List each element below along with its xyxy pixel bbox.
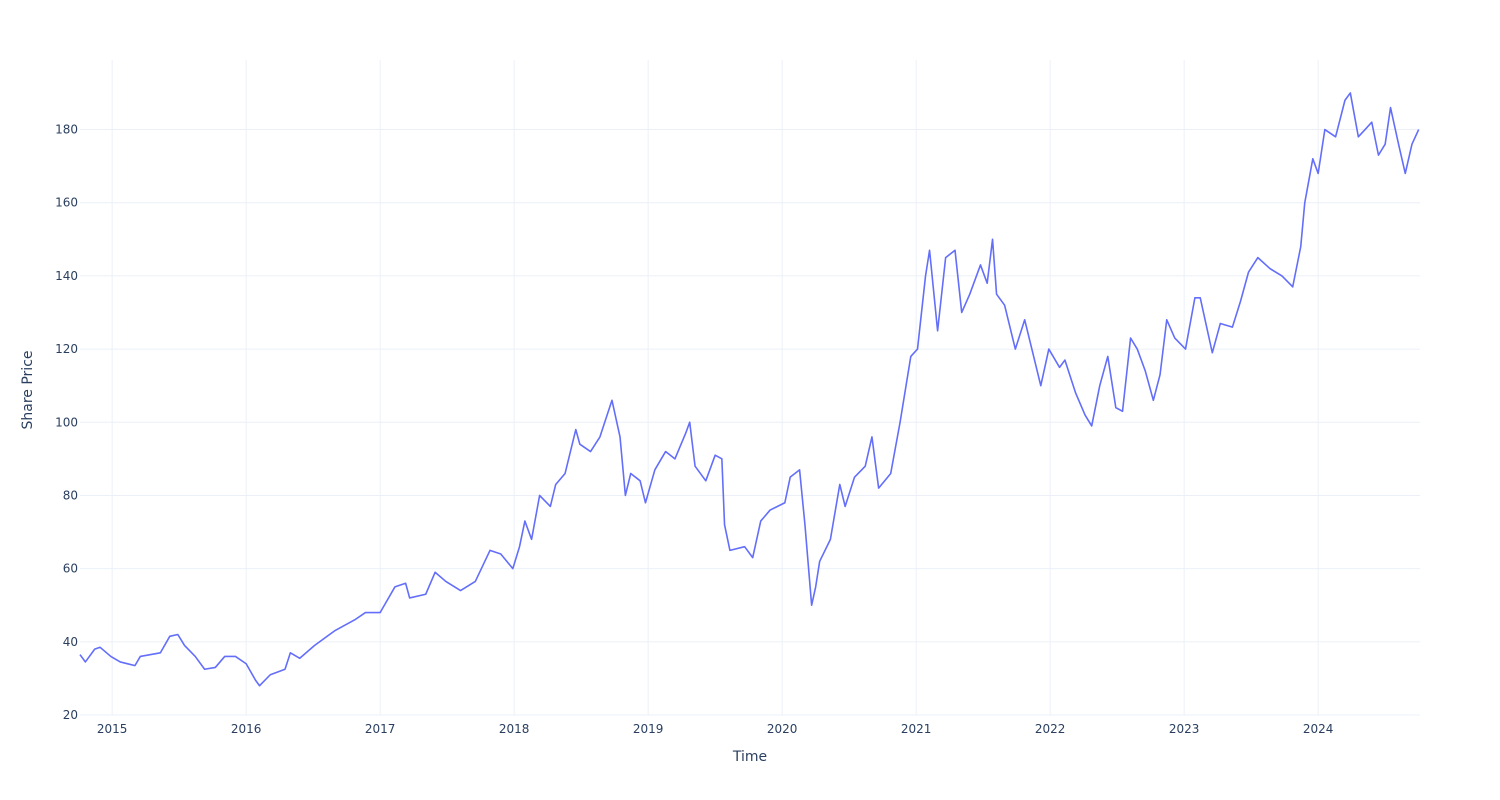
y-tick-label: 100	[55, 415, 78, 429]
x-tick-label: 2022	[1035, 722, 1066, 736]
y-tick-label: 60	[63, 562, 78, 576]
x-tick-label: 2023	[1169, 722, 1200, 736]
y-tick-label: 160	[55, 196, 78, 210]
y-tick-label: 20	[63, 708, 78, 722]
y-tick-label: 80	[63, 488, 78, 502]
y-tick-label: 180	[55, 123, 78, 137]
y-tick-label: 140	[55, 269, 78, 283]
y-tick-label: 40	[63, 635, 78, 649]
price-line	[79, 92, 1420, 687]
y-axis-title: Share Price	[20, 350, 36, 429]
x-tick-label: 2018	[499, 722, 530, 736]
x-tick-label: 2021	[901, 722, 932, 736]
x-tick-label: 2016	[231, 722, 262, 736]
x-tick-label: 2024	[1303, 722, 1334, 736]
x-tick-label: 2017	[365, 722, 396, 736]
x-tick-label: 2020	[767, 722, 798, 736]
y-tick-label: 120	[55, 342, 78, 356]
x-tick-label: 2015	[97, 722, 128, 736]
x-axis-title: Time	[732, 749, 767, 765]
x-tick-label: 2019	[633, 722, 664, 736]
